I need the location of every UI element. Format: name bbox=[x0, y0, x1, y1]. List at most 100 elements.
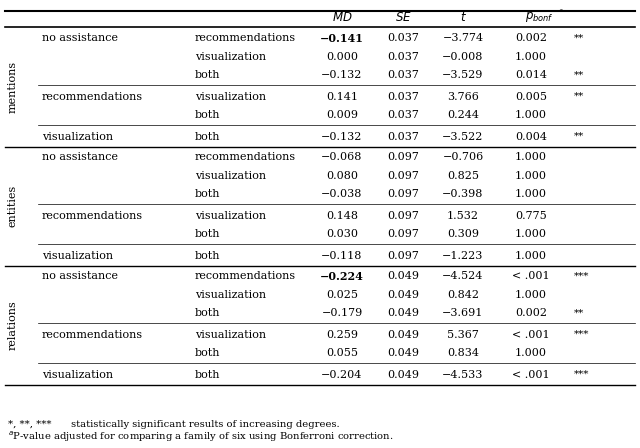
Text: no assistance: no assistance bbox=[42, 33, 118, 43]
Text: both: both bbox=[195, 348, 221, 358]
Text: **: ** bbox=[574, 309, 584, 318]
Text: recommendations: recommendations bbox=[195, 33, 296, 43]
Text: 0.005: 0.005 bbox=[515, 91, 547, 102]
Text: −0.179: −0.179 bbox=[321, 308, 363, 318]
Text: 0.097: 0.097 bbox=[387, 211, 419, 220]
Text: −3.691: −3.691 bbox=[442, 308, 484, 318]
Text: 1.000: 1.000 bbox=[515, 250, 547, 261]
Text: 0.037: 0.037 bbox=[387, 91, 419, 102]
Text: 0.002: 0.002 bbox=[515, 308, 547, 318]
Text: −0.706: −0.706 bbox=[442, 152, 484, 162]
Text: 1.000: 1.000 bbox=[515, 110, 547, 120]
Text: −4.524: −4.524 bbox=[442, 271, 484, 281]
Text: 0.037: 0.037 bbox=[387, 33, 419, 43]
Text: 0.002: 0.002 bbox=[515, 33, 547, 43]
Text: 1.000: 1.000 bbox=[515, 348, 547, 358]
Text: entities: entities bbox=[8, 185, 18, 228]
Text: 1.000: 1.000 bbox=[515, 189, 547, 199]
Text: visualization: visualization bbox=[195, 171, 266, 181]
Text: 0.049: 0.049 bbox=[387, 370, 419, 379]
Text: 0.825: 0.825 bbox=[447, 171, 479, 181]
Text: −0.398: −0.398 bbox=[442, 189, 484, 199]
Text: visualization: visualization bbox=[42, 250, 113, 261]
Text: $^{a}$: $^{a}$ bbox=[558, 8, 564, 17]
Text: −0.132: −0.132 bbox=[321, 70, 363, 80]
Text: 0.037: 0.037 bbox=[387, 132, 419, 142]
Text: 0.030: 0.030 bbox=[326, 229, 358, 239]
Text: 0.014: 0.014 bbox=[515, 70, 547, 80]
Text: 0.097: 0.097 bbox=[387, 250, 419, 261]
Text: **: ** bbox=[574, 71, 584, 80]
Text: −0.008: −0.008 bbox=[442, 52, 484, 62]
Text: 1.000: 1.000 bbox=[515, 229, 547, 239]
Text: mentions: mentions bbox=[8, 61, 18, 113]
Text: −0.132: −0.132 bbox=[321, 132, 363, 142]
Text: $^{a}$P-value adjusted for comparing a family of six using Bonferroni correction: $^{a}$P-value adjusted for comparing a f… bbox=[8, 430, 394, 444]
Text: −1.223: −1.223 bbox=[442, 250, 484, 261]
Text: 0.055: 0.055 bbox=[326, 348, 358, 358]
Text: $p_{bonf}$: $p_{bonf}$ bbox=[525, 10, 554, 24]
Text: both: both bbox=[195, 132, 221, 142]
Text: 0.842: 0.842 bbox=[447, 289, 479, 300]
Text: **: ** bbox=[574, 132, 584, 141]
Text: 1.000: 1.000 bbox=[515, 52, 547, 62]
Text: recommendations: recommendations bbox=[195, 152, 296, 162]
Text: both: both bbox=[195, 110, 221, 120]
Text: −0.038: −0.038 bbox=[321, 189, 363, 199]
Text: 0.141: 0.141 bbox=[326, 91, 358, 102]
Text: 1.532: 1.532 bbox=[447, 211, 479, 220]
Text: 0.000: 0.000 bbox=[326, 52, 358, 62]
Text: −3.529: −3.529 bbox=[442, 70, 484, 80]
Text: 0.775: 0.775 bbox=[515, 211, 547, 220]
Text: 0.097: 0.097 bbox=[387, 171, 419, 181]
Text: 0.037: 0.037 bbox=[387, 70, 419, 80]
Text: 0.049: 0.049 bbox=[387, 308, 419, 318]
Text: 0.025: 0.025 bbox=[326, 289, 358, 300]
Text: ***: *** bbox=[574, 271, 589, 280]
Text: both: both bbox=[195, 229, 221, 239]
Text: 0.049: 0.049 bbox=[387, 271, 419, 281]
Text: both: both bbox=[195, 70, 221, 80]
Text: visualization: visualization bbox=[195, 91, 266, 102]
Text: −3.774: −3.774 bbox=[442, 33, 484, 43]
Text: visualization: visualization bbox=[195, 289, 266, 300]
Text: 0.244: 0.244 bbox=[447, 110, 479, 120]
Text: both: both bbox=[195, 370, 221, 379]
Text: 0.259: 0.259 bbox=[326, 330, 358, 340]
Text: 0.097: 0.097 bbox=[387, 189, 419, 199]
Text: −0.204: −0.204 bbox=[321, 370, 363, 379]
Text: −3.522: −3.522 bbox=[442, 132, 484, 142]
Text: relations: relations bbox=[8, 301, 18, 350]
Text: 1.000: 1.000 bbox=[515, 289, 547, 300]
Text: −0.118: −0.118 bbox=[321, 250, 363, 261]
Text: 0.309: 0.309 bbox=[447, 229, 479, 239]
Text: < .001: < .001 bbox=[512, 370, 550, 379]
Text: 1.000: 1.000 bbox=[515, 171, 547, 181]
Text: no assistance: no assistance bbox=[42, 152, 118, 162]
Text: visualization: visualization bbox=[195, 52, 266, 62]
Text: < .001: < .001 bbox=[512, 330, 550, 340]
Text: $\mathit{MD}$: $\mathit{MD}$ bbox=[332, 10, 352, 23]
Text: 0.004: 0.004 bbox=[515, 132, 547, 142]
Text: **: ** bbox=[574, 34, 584, 43]
Text: −0.141: −0.141 bbox=[320, 33, 364, 43]
Text: visualization: visualization bbox=[42, 370, 113, 379]
Text: **: ** bbox=[574, 92, 584, 101]
Text: 0.009: 0.009 bbox=[326, 110, 358, 120]
Text: 0.097: 0.097 bbox=[387, 229, 419, 239]
Text: *, **, ***: *, **, *** bbox=[8, 419, 51, 428]
Text: 0.049: 0.049 bbox=[387, 330, 419, 340]
Text: 0.080: 0.080 bbox=[326, 171, 358, 181]
Text: $\mathit{SE}$: $\mathit{SE}$ bbox=[395, 10, 412, 23]
Text: 0.834: 0.834 bbox=[447, 348, 479, 358]
Text: recommendations: recommendations bbox=[42, 91, 143, 102]
Text: 0.037: 0.037 bbox=[387, 110, 419, 120]
Text: 0.049: 0.049 bbox=[387, 289, 419, 300]
Text: statistically significant results of increasing degrees.: statistically significant results of inc… bbox=[68, 419, 340, 428]
Text: 0.037: 0.037 bbox=[387, 52, 419, 62]
Text: no assistance: no assistance bbox=[42, 271, 118, 281]
Text: recommendations: recommendations bbox=[42, 211, 143, 220]
Text: recommendations: recommendations bbox=[195, 271, 296, 281]
Text: ***: *** bbox=[574, 330, 589, 339]
Text: 0.049: 0.049 bbox=[387, 348, 419, 358]
